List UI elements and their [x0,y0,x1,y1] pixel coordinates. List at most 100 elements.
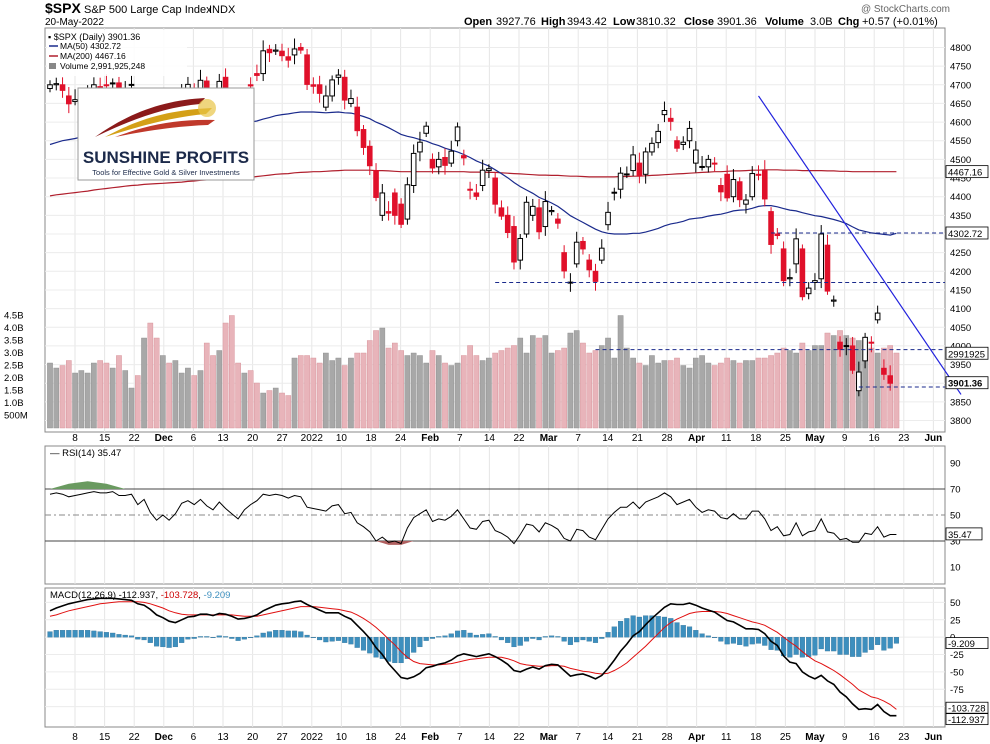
x-tick-label-bottom: 7 [457,732,463,743]
legend-ma50: MA(50) 4302.72 [60,41,121,51]
macd-histogram-bar [523,637,530,642]
macd-signal-line [49,601,897,710]
volume-bar [586,352,593,429]
volume-bar [611,357,618,429]
chg-label: Chg [838,16,859,28]
candle-body [260,50,266,75]
macd-histogram-bar [542,636,548,638]
macd-histogram-bar [454,630,461,638]
volume-bar [203,342,210,429]
volume-bar [78,370,85,429]
candle-body [856,371,862,392]
volume-tick-label: 1.5B [4,386,24,397]
macd-histogram-bar [498,637,504,641]
x-tick-label: 8 [72,433,78,444]
macd-histogram-bar [668,618,674,638]
candle-body [705,158,712,168]
macd-histogram-bar [605,632,611,638]
candle-body [674,140,680,149]
volume-bar [241,372,248,429]
close-value: 3901.36 [717,16,757,28]
candle-body [504,214,511,234]
rsi-line [49,491,897,545]
macd-histogram-bar [505,637,511,643]
volume-bar [605,337,611,429]
macd-label-signal: -103.728 [161,590,199,601]
volume-tick-label: 4.5B [4,311,24,322]
volume-bar [755,357,762,429]
volume-bar [398,350,404,429]
macd-histogram-bar [655,616,661,638]
macd-histogram-bar [379,637,385,659]
volume-bar [868,347,875,429]
candle-body [730,179,737,198]
open-label: Open [464,16,492,28]
candle-body [467,188,473,191]
exchange-text: INDX [209,4,236,16]
watermark: @ StockCharts.com [861,4,950,15]
macd-histogram-bar [254,635,260,638]
price-tag-label: 3901.36 [948,379,982,390]
volume-bar [624,347,630,429]
macd-tag-box [945,713,989,726]
x-tick-label-bottom: 2022 [301,732,324,743]
macd-histogram-bar [893,637,899,644]
volume-bar [486,357,492,429]
macd-tag-box [945,637,989,649]
volume-bar [298,355,304,429]
candle-body [573,241,580,265]
legend-main: ▪ $SPX (Daily) 3901.36 [48,32,140,42]
volume-bar [617,315,624,429]
macd-histogram-bar [850,637,856,657]
volume-bar [636,362,643,429]
candle-body [617,172,624,190]
volume-bar [304,355,310,429]
volume-bar [830,335,837,429]
x-tick-label: 20 [247,433,259,444]
macd-histogram-bar [574,637,580,643]
candle-body [768,211,774,245]
macd-histogram-bar [561,637,567,642]
macd-histogram-bar [461,630,467,638]
candle-body [830,299,837,302]
volume-bar [91,362,97,429]
candle-body [423,125,429,134]
volume-bar [335,357,342,429]
macd-histogram-bar [97,631,103,638]
volume-bar [642,365,649,429]
macd-histogram-bar [743,637,749,647]
volume-bar [699,355,705,429]
x-tick-label: 9 [842,433,848,444]
volume-bar [893,352,900,429]
x-tick-label: Jun [925,433,943,444]
volume-bar [392,342,398,429]
x-tick-label: 7 [575,433,581,444]
candle-body [298,46,304,51]
macd-histogram-bar [812,637,818,656]
candle-body [680,141,687,145]
x-tick-label-bottom: 8 [72,732,78,743]
macd-histogram-bar [448,633,454,638]
candle-body [605,211,611,226]
macd-histogram-bar [392,637,398,664]
volume-bar [417,355,423,429]
open-value: 3927.76 [496,16,536,28]
volume-bar [693,357,699,429]
x-tick-label-bottom: 18 [750,732,762,743]
logo-swoosh-red [115,119,215,137]
macd-histogram-bar [799,637,805,658]
macd-histogram-bar [147,637,153,643]
volume-bar [498,350,505,429]
volume-bar [718,362,724,429]
price-tag-label: 4467.16 [948,168,982,179]
candle-body [592,270,599,282]
ma200-line [49,169,897,197]
candle-body [699,165,705,168]
price-tick-label: 4050 [950,323,971,334]
macd-histogram-bar [749,637,755,645]
candle-body [630,154,636,172]
candle-body [561,252,567,272]
volume-bar [661,360,668,429]
volume-bar [222,322,229,429]
macd-histogram-bar [480,634,486,638]
